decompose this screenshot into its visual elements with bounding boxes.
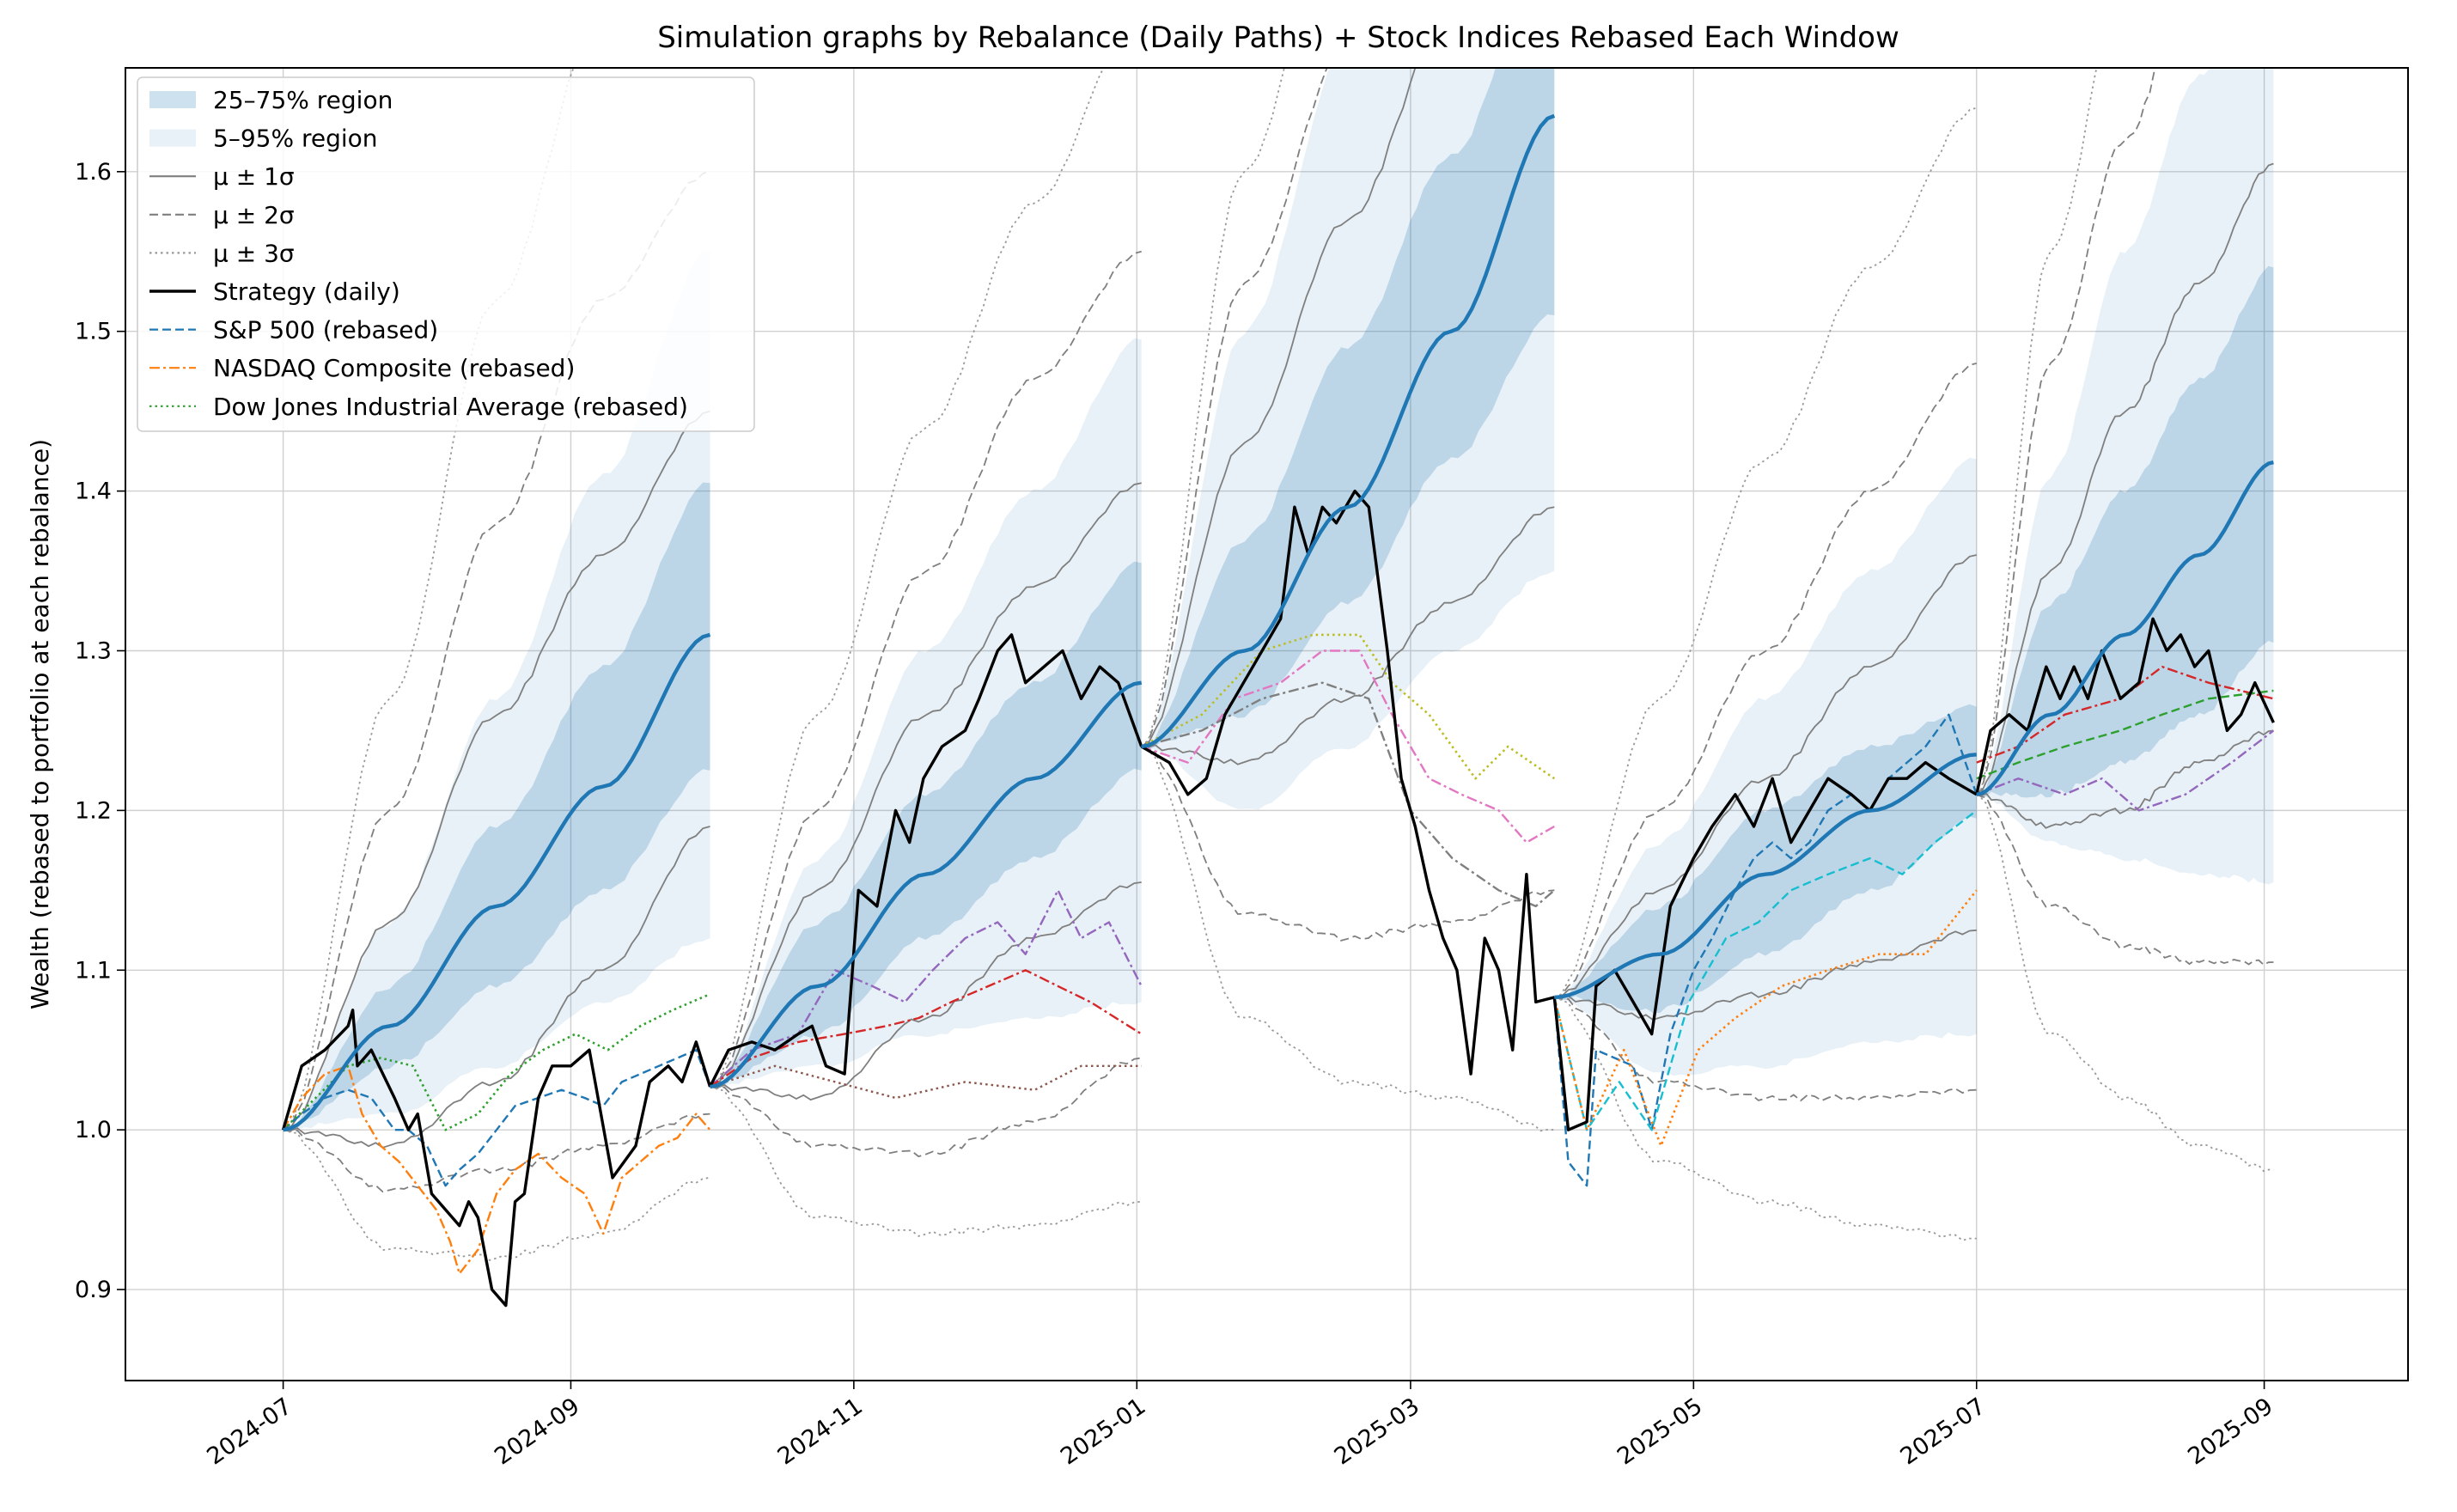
series-line-strategy-daily [1975, 617, 2275, 796]
mean-line [710, 680, 1143, 1089]
sigma-line-sd1-hi [1976, 162, 2274, 796]
band-5-95 [710, 338, 1142, 1088]
simulation-bands [283, 68, 2274, 1132]
band-25-75 [710, 561, 1142, 1089]
sigma-line-sd2-lo [710, 1057, 1142, 1158]
band-25-75 [1554, 704, 1977, 1013]
series-line-cyan-rebased [1553, 809, 1978, 1131]
series-line-brown-rebased [710, 1064, 1142, 1100]
mean-line [1554, 753, 1978, 1000]
series-line-orange-dotted-rebased [1553, 889, 1978, 1147]
y-tick-label: 1.1 [75, 957, 112, 984]
sigma-line-sd2-hi [710, 250, 1142, 1088]
series-line-olive-rebased [1141, 633, 1556, 780]
series-line-s-p-500-rebased [282, 1049, 711, 1187]
series-line-strategy-daily [1140, 489, 1555, 1076]
band-5-95 [1141, 68, 1555, 810]
legend-label: Dow Jones Industrial Average (rebased) [213, 393, 688, 421]
band-25-75 [1141, 68, 1555, 750]
legend-swatch-band [149, 129, 196, 147]
axes-frame [125, 67, 2409, 1381]
series-line-strategy-daily [708, 633, 1143, 1088]
legend-label: μ ± 3σ [213, 239, 295, 267]
sigma-line-sd2-hi [1141, 68, 1328, 747]
y-tick-label: 0.9 [75, 1277, 112, 1303]
sigma-line-sd1-hi [1141, 68, 1417, 747]
sigma-line-sd2-lo [1976, 793, 2274, 966]
y-axis-ticks: 0.9 1.0 1.1 1.2 1.3 1.4 1.5 1.6 [75, 159, 125, 1303]
y-tick-label: 1.0 [75, 1117, 112, 1143]
sigma-line-sd2-lo [283, 1113, 710, 1193]
band-5-95 [283, 251, 710, 1131]
sigma-line-sd2-lo [1141, 746, 1555, 942]
legend-label: 25–75% region [213, 86, 393, 114]
series-line-gray-rebased [1141, 681, 1556, 908]
legend-label: Strategy (daily) [213, 277, 400, 306]
sigma-line-sd3-lo [1553, 997, 1977, 1241]
series-line-purple-rebased [1976, 729, 2275, 812]
chart-title: Simulation graphs by Rebalance (Daily Pa… [657, 21, 1899, 55]
mean-lines [283, 113, 2274, 1132]
sigma-line-sd3-hi [1141, 68, 1285, 747]
mean-line [1976, 460, 2274, 796]
series-line-dow-jones-industrial-average-rebased [282, 993, 711, 1131]
mean-line [1141, 113, 1556, 749]
band-25-75 [1976, 265, 2274, 798]
y-tick-label: 1.2 [75, 797, 112, 824]
band-25-75 [283, 482, 710, 1132]
legend-label: S&P 500 (rebased) [213, 316, 438, 344]
sigma-line-sd1-hi [1554, 554, 1977, 998]
series-line-purple-rebased [709, 889, 1143, 1088]
sigma-line-sd1-lo [1976, 729, 2274, 829]
data-series [281, 489, 2275, 1308]
y-tick-label: 1.6 [75, 159, 112, 186]
y-tick-label: 1.4 [75, 479, 112, 505]
mean-line [283, 632, 711, 1132]
sigma-line-sd2-hi [1554, 363, 1978, 998]
y-tick-label: 1.3 [75, 637, 112, 664]
legend-label: NASDAQ Composite (rebased) [213, 354, 575, 382]
series-line-green-dashed-rebased [1976, 689, 2274, 780]
y-axis-label: Wealth (rebased to portfolio at each reb… [26, 439, 54, 1009]
sigma-line-sd3-lo [283, 1129, 710, 1261]
series-line-red-rebased [709, 969, 1143, 1088]
band-5-95 [1554, 457, 1977, 1076]
legend-swatch-band [149, 91, 196, 108]
series-line-nasdaq-composite-rebased [282, 1064, 711, 1275]
sigma-line-sd1-lo [283, 826, 710, 1149]
legend-label: μ ± 1σ [213, 162, 295, 191]
sigma-line-sd1-hi [283, 410, 710, 1131]
legend: 25–75% region 5–95% region μ ± 1σ μ ± 2σ μ ±… [137, 76, 755, 432]
legend-box [137, 76, 755, 432]
legend-label: μ ± 2σ [213, 201, 295, 229]
sigma-line-sd2-hi [1976, 68, 2156, 796]
series-line-strategy-daily [281, 1009, 712, 1308]
sigma-line-sd3-lo [1141, 746, 1555, 1132]
y-tick-label: 1.5 [75, 319, 112, 345]
sigma-line-sd1-hi [710, 482, 1142, 1088]
sigma-line-sd3-hi [710, 68, 1105, 1088]
sigma-line-sd1-lo [710, 881, 1142, 1101]
sigma-line-sd3-hi [1553, 107, 1978, 998]
legend-label: 5–95% region [213, 125, 378, 153]
